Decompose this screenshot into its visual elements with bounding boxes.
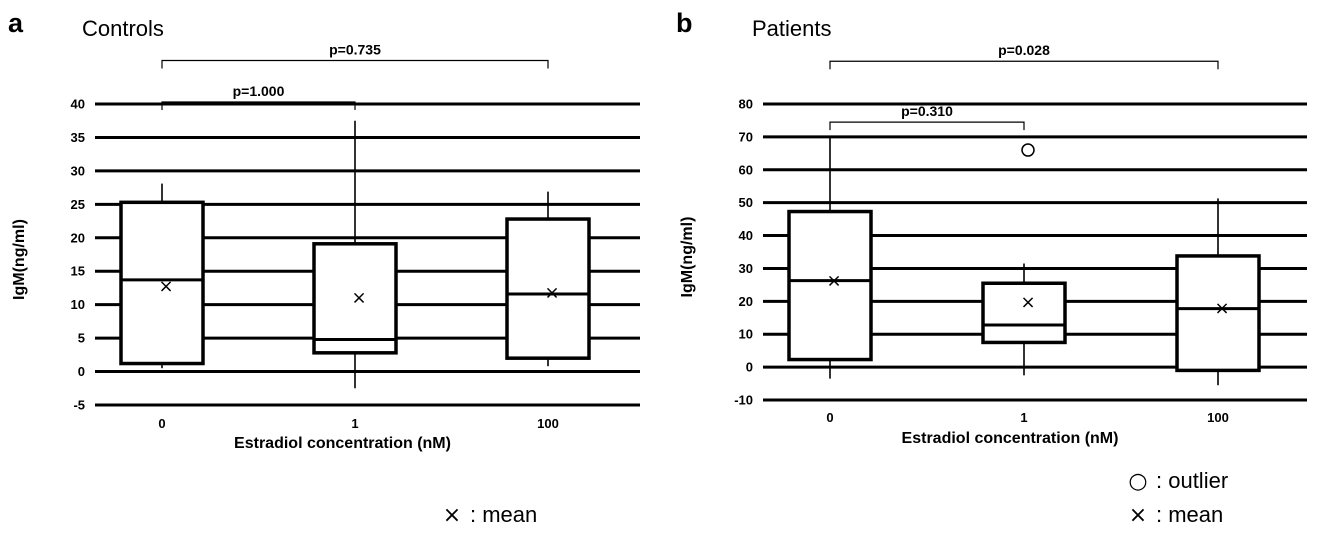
box-body [981,281,1067,345]
y-tick-label: 30 [739,261,753,276]
legend-symbol: ○ [1128,469,1147,494]
mean-marker: × [158,276,173,297]
comparison-bracket [161,101,356,110]
mean-marker: × [1020,292,1035,313]
box-body [312,242,398,355]
outlier-point [1021,143,1035,157]
x-tick-label: 1 [1020,410,1027,425]
x-tick-label: 1 [351,416,358,431]
x-tick-label: 0 [826,410,833,425]
box-body [787,209,873,362]
chart-panel-a: a Controls -5 0 5 10 15 20 25 30 35 40 0 1 100 Estradio… [8,8,640,528]
y-tick-label: 0 [78,364,85,379]
legend-symbol: × [443,503,461,528]
comparison-bracket [829,121,1025,131]
box-0: × [787,137,873,379]
box-body [119,200,205,366]
legend-symbol: × [1129,503,1147,528]
y-tick-label: 40 [71,97,85,112]
box-0: × [119,183,205,369]
legend-label: : outlier [1156,468,1228,493]
y-tick-label: 20 [71,230,85,245]
x-tick-label: 0 [158,416,165,431]
y-axis-title: IgM(ng/ml) [679,217,696,298]
legend-label: : mean [1156,502,1223,527]
box-1: × [981,143,1067,376]
y-tick-label: 10 [71,297,85,312]
y-tick-label: 5 [78,331,85,346]
comparison-bracket [829,60,1219,70]
y-tick-label: -10 [734,393,753,408]
p-value-label: p=0.310 [901,103,953,119]
box-1: × [312,120,398,389]
box-100: × [505,191,591,367]
box-100: × [1175,198,1261,386]
y-tick-label: 10 [739,327,753,342]
y-tick-label: 35 [71,130,85,145]
mean-marker: × [1214,298,1229,319]
y-tick-label: 15 [71,264,85,279]
chart-title: Patients [752,16,832,41]
chart-panel-b: b Patients -10 0 10 20 30 40 50 60 70 80 0 1 100 Estrad… [676,8,1307,528]
x-tick-label: 100 [1207,410,1229,425]
chart-title: Controls [82,16,164,41]
p-value-label: p=0.028 [998,42,1050,58]
legend-entry: × : mean [1129,502,1223,528]
y-tick-label: 50 [739,195,753,210]
x-axis-title: Estradiol concentration (nM) [902,430,1119,447]
y-tick-label: 30 [71,163,85,178]
x-axis-title: Estradiol concentration (nM) [234,435,451,452]
y-tick-label: 20 [739,294,753,309]
mean-marker: × [826,271,841,292]
box-body [1175,254,1261,373]
y-tick-label: -5 [73,398,85,413]
mean-marker: × [544,283,559,304]
y-tick-label: 25 [71,197,85,212]
panel-letter: b [676,8,693,38]
comparison-bracket [161,59,549,69]
legend-label: : mean [470,502,537,527]
y-tick-label: 0 [746,360,753,375]
box-body [505,217,591,360]
legend-entry: × : mean [443,502,537,528]
y-tick-label: 40 [739,228,753,243]
legend-entry: ○ : outlier [1128,468,1228,494]
p-value-label: p=1.000 [233,83,285,99]
y-tick-label: 60 [739,162,753,177]
y-axis-title: IgM(ng/ml) [11,219,28,300]
mean-marker: × [351,287,366,308]
y-tick-label: 70 [739,129,753,144]
p-value-label: p=0.735 [329,42,381,58]
panel-letter: a [8,8,24,38]
y-tick-label: 80 [739,97,753,112]
x-tick-label: 100 [537,416,559,431]
